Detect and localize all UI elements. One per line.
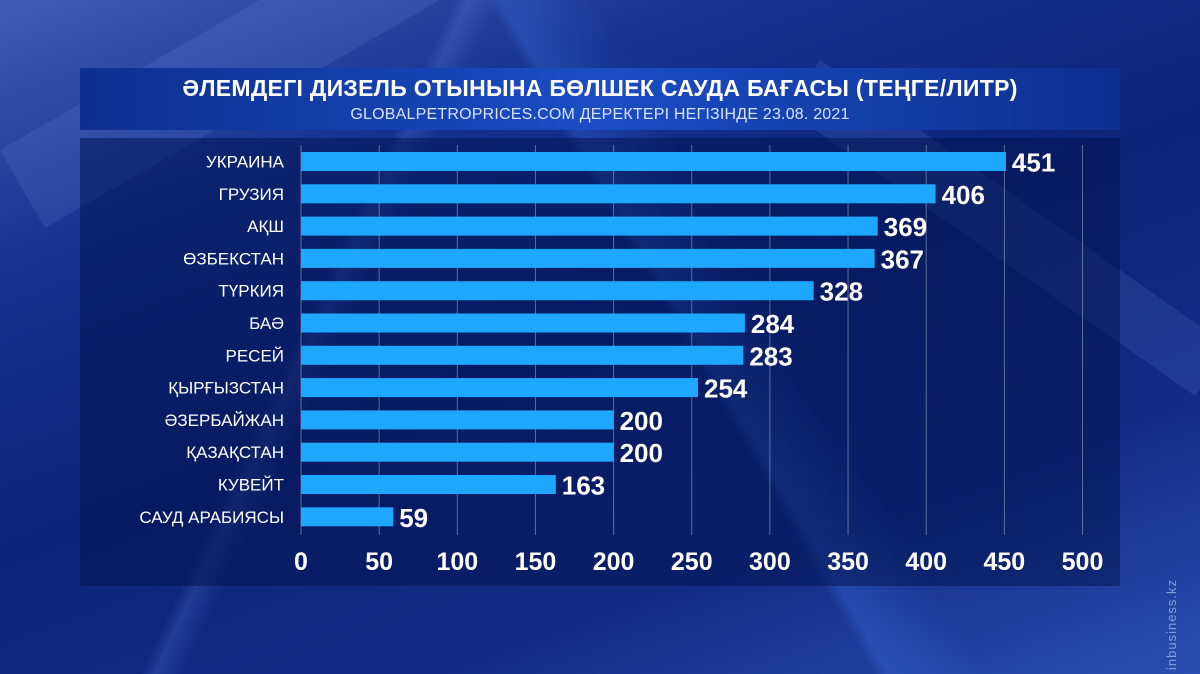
chart-subtitle: GLOBALPETROPRICES.COM ДЕРЕКТЕРІ НЕГІЗІНД… (350, 106, 850, 123)
category-label: ӘЗЕРБАЙЖАН (165, 411, 284, 430)
x-tick-label: 100 (436, 548, 478, 576)
category-label: УКРАИНА (206, 153, 285, 172)
data-label: 163 (562, 471, 605, 501)
x-tick-label: 200 (593, 548, 635, 576)
grid-lines (300, 145, 1083, 535)
bar (301, 345, 744, 365)
data-label: 406 (942, 180, 985, 210)
category-label: ҚЫРҒЫЗСТАН (168, 379, 284, 398)
category-label: ӨЗБЕКСТАН (183, 249, 284, 268)
labels: 0 50 100 150 200 250 300 350 400 450 500 УКРАИНА 451… (139, 148, 1103, 577)
data-label: 283 (749, 341, 792, 371)
category-label: САУД АРАБИЯСЫ (139, 508, 284, 527)
category-label: ТҮРКИЯ (218, 282, 284, 301)
data-label: 59 (399, 503, 428, 533)
x-tick-label: 0 (294, 548, 308, 576)
chart-title: ӘЛЕМДЕГІ ДИЗЕЛЬ ОТЫНЫНА БӨЛШЕК САУДА БАҒ… (182, 75, 1018, 101)
category-label: ГРУЗИЯ (219, 185, 284, 204)
bar (301, 248, 875, 268)
category-label: БАӘ (249, 314, 284, 333)
data-label: 284 (751, 309, 795, 339)
chart-header: ӘЛЕМДЕГІ ДИЗЕЛЬ ОТЫНЫНА БӨЛШЕК САУДА БАҒ… (80, 68, 1120, 130)
x-tick-label: 450 (983, 548, 1025, 576)
data-label: 328 (820, 277, 863, 307)
data-label: 200 (620, 438, 663, 468)
bars (301, 152, 1006, 527)
category-label: КУВЕЙТ (218, 476, 284, 495)
x-tick-label: 350 (827, 548, 869, 576)
bar (301, 378, 699, 398)
x-tick-label: 500 (1062, 548, 1104, 576)
data-label: 254 (704, 374, 748, 404)
category-label: РЕСЕЙ (225, 346, 284, 365)
x-tick-label: 300 (749, 548, 791, 576)
data-label: 367 (881, 244, 924, 274)
bar (301, 410, 614, 430)
x-tick-label: 150 (515, 548, 557, 576)
bar (301, 216, 878, 236)
bar (301, 507, 394, 527)
bar (301, 475, 556, 494)
x-tick-label: 250 (671, 548, 713, 576)
bar (301, 152, 1006, 171)
watermark: inbusiness.kz (1164, 578, 1179, 670)
data-label: 200 (620, 406, 663, 436)
bar (301, 442, 614, 462)
bar (301, 313, 745, 333)
x-tick-label: 50 (365, 548, 393, 576)
data-label: 451 (1012, 148, 1055, 178)
category-label: АҚШ (247, 217, 284, 236)
category-label: ҚАЗАҚСТАН (186, 443, 284, 462)
data-label: 369 (884, 212, 927, 242)
bar (301, 281, 814, 301)
bar (301, 184, 936, 204)
x-tick-label: 400 (905, 548, 947, 576)
